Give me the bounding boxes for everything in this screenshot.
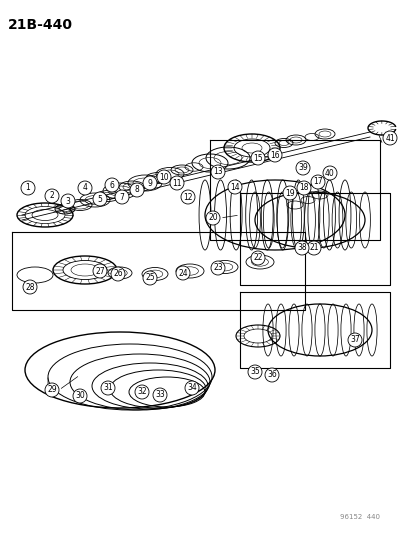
Text: 7: 7	[119, 192, 124, 201]
Circle shape	[115, 190, 129, 204]
Circle shape	[247, 365, 261, 379]
Circle shape	[153, 388, 166, 402]
Text: 36: 36	[266, 370, 276, 379]
Text: 5: 5	[97, 195, 102, 204]
Text: 96152  440: 96152 440	[339, 514, 379, 520]
Circle shape	[206, 211, 219, 225]
Circle shape	[180, 190, 195, 204]
Circle shape	[347, 333, 361, 347]
Text: 2: 2	[50, 191, 54, 200]
Circle shape	[45, 383, 59, 397]
Text: 6: 6	[109, 181, 114, 190]
Circle shape	[105, 178, 119, 192]
Text: 18: 18	[299, 183, 308, 192]
Circle shape	[264, 368, 278, 382]
Circle shape	[296, 181, 310, 195]
Circle shape	[382, 131, 396, 145]
Text: 1: 1	[26, 183, 30, 192]
Text: 10: 10	[159, 173, 169, 182]
Text: 33: 33	[155, 391, 164, 400]
Text: 28: 28	[25, 282, 35, 292]
Text: 15: 15	[253, 154, 262, 163]
Circle shape	[294, 241, 308, 255]
Text: 30: 30	[75, 392, 85, 400]
Circle shape	[250, 251, 264, 265]
Circle shape	[61, 194, 75, 208]
Text: 19: 19	[285, 189, 294, 198]
Text: 39: 39	[297, 164, 307, 173]
Text: 26: 26	[113, 270, 123, 279]
Text: 3: 3	[65, 197, 70, 206]
Text: 12: 12	[183, 192, 192, 201]
Circle shape	[142, 176, 157, 190]
Circle shape	[111, 267, 125, 281]
Text: 16: 16	[270, 150, 279, 159]
Circle shape	[211, 165, 224, 179]
Circle shape	[142, 271, 157, 285]
Text: 41: 41	[384, 133, 394, 142]
Circle shape	[157, 170, 171, 184]
Text: 20: 20	[208, 214, 217, 222]
Circle shape	[228, 180, 242, 194]
Text: 17: 17	[312, 177, 322, 187]
Text: 27: 27	[95, 266, 104, 276]
Text: 22: 22	[253, 254, 262, 262]
Text: 29: 29	[47, 385, 57, 394]
Text: 35: 35	[249, 367, 259, 376]
Circle shape	[185, 381, 199, 395]
Circle shape	[282, 186, 296, 200]
Text: 40: 40	[324, 168, 334, 177]
Text: 25: 25	[145, 273, 154, 282]
Text: 4: 4	[82, 183, 87, 192]
Text: 13: 13	[213, 167, 222, 176]
Circle shape	[322, 166, 336, 180]
Circle shape	[21, 181, 35, 195]
Text: 34: 34	[187, 384, 197, 392]
Circle shape	[135, 385, 149, 399]
Text: 21: 21	[309, 244, 318, 253]
Text: 11: 11	[172, 179, 181, 188]
Circle shape	[130, 183, 144, 197]
Circle shape	[73, 389, 87, 403]
Circle shape	[250, 151, 264, 165]
Circle shape	[170, 176, 183, 190]
Circle shape	[101, 381, 115, 395]
Text: 9: 9	[147, 179, 152, 188]
Text: 8: 8	[134, 185, 139, 195]
Text: 14: 14	[230, 182, 239, 191]
Circle shape	[176, 266, 190, 280]
Text: 38: 38	[297, 244, 306, 253]
Text: 31: 31	[103, 384, 112, 392]
Text: 32: 32	[137, 387, 147, 397]
Circle shape	[295, 161, 309, 175]
Circle shape	[267, 148, 281, 162]
Circle shape	[93, 264, 107, 278]
Text: 24: 24	[178, 269, 188, 278]
Circle shape	[310, 175, 324, 189]
Circle shape	[45, 189, 59, 203]
Circle shape	[78, 181, 92, 195]
Circle shape	[93, 192, 107, 206]
Circle shape	[306, 241, 320, 255]
Text: 37: 37	[349, 335, 359, 344]
Text: 21B-440: 21B-440	[8, 18, 73, 32]
Text: 23: 23	[213, 263, 222, 272]
Circle shape	[211, 261, 224, 275]
Circle shape	[23, 280, 37, 294]
